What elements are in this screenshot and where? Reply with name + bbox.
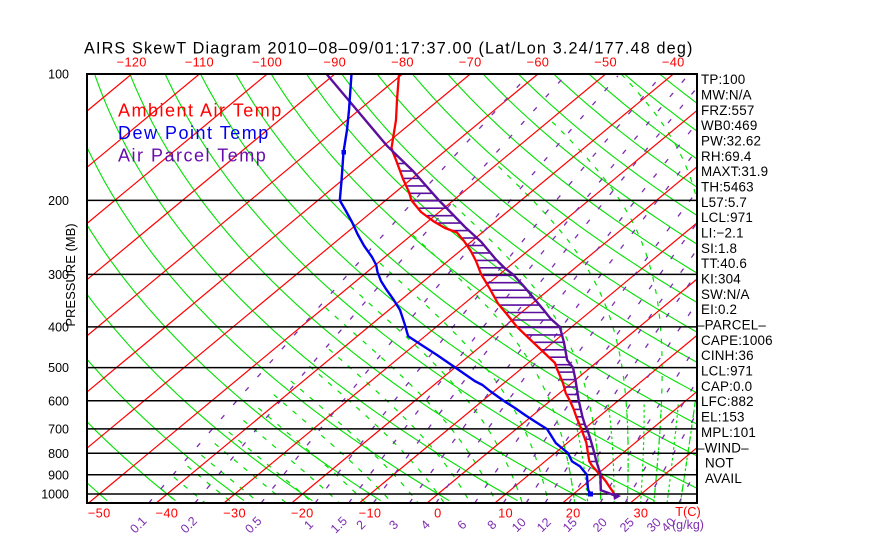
svg-text:600: 600 xyxy=(48,394,69,408)
svg-text:100: 100 xyxy=(48,68,69,82)
svg-text:EI:0.2: EI:0.2 xyxy=(701,302,737,317)
svg-text:PRESSURE (MB): PRESSURE (MB) xyxy=(63,223,78,326)
svg-text:AIRS SkewT Diagram 2010–08–09/: AIRS SkewT Diagram 2010–08–09/01:17:37.0… xyxy=(84,40,694,58)
svg-text:−40: −40 xyxy=(662,55,685,70)
svg-text:CAP:0.0: CAP:0.0 xyxy=(701,379,752,394)
svg-text:−120: −120 xyxy=(117,55,147,70)
svg-text:TT:40.6: TT:40.6 xyxy=(701,256,747,271)
svg-text:10: 10 xyxy=(498,506,513,521)
svg-text:(g/kg): (g/kg) xyxy=(672,518,704,532)
svg-text:MAXT:31.9: MAXT:31.9 xyxy=(701,164,768,179)
svg-text:Ambient Air Temp: Ambient Air Temp xyxy=(118,101,283,121)
svg-text:PW:32.62: PW:32.62 xyxy=(701,134,761,149)
svg-text:−30: −30 xyxy=(223,506,246,521)
svg-text:TP:100: TP:100 xyxy=(701,72,745,87)
svg-text:KI:304: KI:304 xyxy=(701,272,741,287)
svg-text:–PARCEL–: –PARCEL– xyxy=(697,318,766,333)
svg-text:MW:N/A: MW:N/A xyxy=(701,87,752,102)
svg-text:EL:153: EL:153 xyxy=(701,410,745,425)
svg-text:−20: −20 xyxy=(291,506,314,521)
svg-text:SI:1.8: SI:1.8 xyxy=(701,241,737,256)
svg-text:LI:−2.1: LI:−2.1 xyxy=(701,226,744,241)
svg-text:400: 400 xyxy=(48,320,69,334)
svg-text:TH:5463: TH:5463 xyxy=(701,180,754,195)
svg-text:−50: −50 xyxy=(594,55,617,70)
svg-text:LCL:971: LCL:971 xyxy=(701,364,753,379)
svg-text:200: 200 xyxy=(48,194,69,208)
svg-text:NOT: NOT xyxy=(705,456,734,471)
svg-text:LCL:971: LCL:971 xyxy=(701,210,753,225)
svg-text:FRZ:557: FRZ:557 xyxy=(701,103,755,118)
svg-text:CINH:36: CINH:36 xyxy=(701,348,754,363)
svg-text:Dew Point Temp: Dew Point Temp xyxy=(118,123,270,143)
svg-text:L57:5.7: L57:5.7 xyxy=(701,195,747,210)
svg-text:500: 500 xyxy=(48,361,69,375)
svg-text:900: 900 xyxy=(48,468,69,482)
svg-text:−70: −70 xyxy=(459,55,482,70)
svg-text:−60: −60 xyxy=(527,55,550,70)
svg-text:Air Parcel Temp: Air Parcel Temp xyxy=(118,146,267,166)
svg-text:1000: 1000 xyxy=(41,488,69,502)
svg-text:MPL:101: MPL:101 xyxy=(701,425,756,440)
svg-text:−100: −100 xyxy=(252,55,282,70)
svg-text:RH:69.4: RH:69.4 xyxy=(701,149,752,164)
svg-text:CAPE:1006: CAPE:1006 xyxy=(701,333,773,348)
svg-text:–WIND–: –WIND– xyxy=(697,440,749,455)
svg-text:SW:N/A: SW:N/A xyxy=(701,287,750,302)
svg-text:−80: −80 xyxy=(391,55,414,70)
svg-text:−10: −10 xyxy=(359,506,382,521)
svg-text:0: 0 xyxy=(434,506,441,521)
svg-text:20: 20 xyxy=(566,506,581,521)
svg-text:−110: −110 xyxy=(185,55,214,70)
svg-text:−90: −90 xyxy=(323,55,346,70)
svg-text:WB0:469: WB0:469 xyxy=(701,118,757,133)
svg-text:800: 800 xyxy=(48,447,69,461)
svg-text:LFC:882: LFC:882 xyxy=(701,394,754,409)
svg-text:30: 30 xyxy=(633,506,648,521)
svg-text:300: 300 xyxy=(48,268,69,282)
svg-text:T(C): T(C) xyxy=(675,504,701,519)
svg-text:700: 700 xyxy=(48,422,69,436)
svg-text:AVAIL: AVAIL xyxy=(705,471,742,486)
svg-text:−40: −40 xyxy=(156,506,179,521)
svg-text:−50: −50 xyxy=(88,506,111,521)
